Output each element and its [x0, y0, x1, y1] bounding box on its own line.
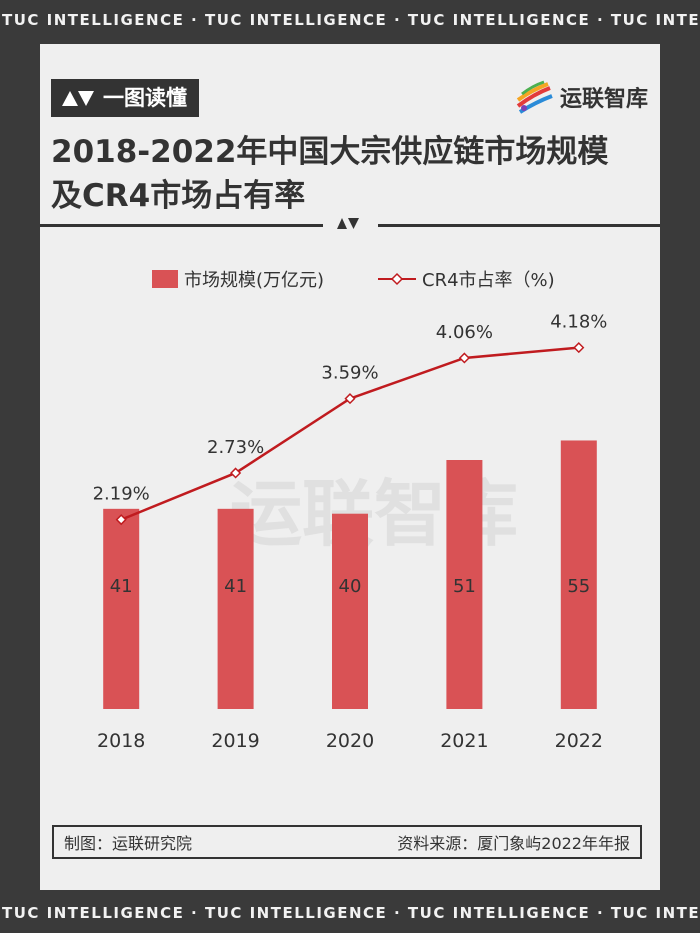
divider-triangles-icon — [337, 218, 359, 229]
legend: 市场规模(万亿元) CR4市占率（%) — [152, 270, 555, 291]
top-banner: TUC INTELLIGENCE · TUC INTELLIGENCE · TU… — [0, 0, 700, 40]
bottom-banner: TUC INTELLIGENCE · TUC INTELLIGENCE · TU… — [0, 893, 700, 933]
tag-label: 一图读懂 — [103, 86, 187, 110]
legend-bar-swatch — [152, 270, 178, 288]
chart-panel: 一图读懂 运联智库 2018-2022年中国大宗供应链市场规模 及CR4市场占有… — [40, 44, 660, 890]
bar-label-2021: 51 — [453, 576, 476, 597]
logo-text: 运联智库 — [559, 87, 648, 112]
legend-line-label: CR4市占率（%) — [422, 270, 555, 291]
page-title: 2018-2022年中国大宗供应链市场规模 及CR4市场占有率 — [51, 130, 651, 218]
cr4-point-2018 — [115, 514, 127, 526]
bar-2022 — [560, 440, 597, 709]
divider-left — [40, 224, 323, 227]
legend-line-marker — [390, 272, 404, 286]
x-axis: 2018 2019 2020 2021 2022 — [97, 730, 603, 752]
cr4-point-2019 — [230, 467, 242, 479]
cr4-label-2021: 4.06% — [436, 322, 493, 343]
cr4-label-2022: 4.18% — [550, 312, 607, 333]
x-tick-2022: 2022 — [555, 730, 603, 752]
logo-icon — [516, 80, 553, 114]
footer: 制图：运联研究院 资料来源：厦门象屿2022年年报 — [52, 825, 642, 859]
banner-text: TUC INTELLIGENCE · TUC INTELLIGENCE · TU… — [2, 11, 700, 29]
x-tick-2018: 2018 — [97, 730, 145, 752]
banner-text-bottom: TUC INTELLIGENCE · TUC INTELLIGENCE · TU… — [2, 904, 700, 922]
title-line-2: 及CR4市场占有率 — [51, 178, 306, 214]
cr4-label-2019: 2.73% — [207, 437, 264, 458]
title-line-1: 2018-2022年中国大宗供应链市场规模 — [51, 134, 609, 170]
x-tick-2021: 2021 — [440, 730, 488, 752]
bar-series: 41 41 40 51 55 — [103, 440, 597, 709]
triangles-icon — [62, 91, 94, 106]
bar-label-2019: 41 — [224, 576, 247, 597]
x-tick-2019: 2019 — [211, 730, 259, 752]
cr4-point-2022 — [573, 342, 585, 354]
divider-right — [378, 224, 660, 227]
bar-2020 — [332, 513, 368, 709]
bar-label-2020: 40 — [339, 576, 362, 597]
cr4-label-2020: 3.59% — [321, 363, 378, 384]
footer-source: 资料来源：厦门象屿2022年年报 — [397, 834, 630, 853]
footer-maker: 制图：运联研究院 — [64, 834, 193, 853]
legend-bar-label: 市场规模(万亿元) — [184, 270, 324, 291]
bar-2021 — [446, 460, 483, 709]
bar-label-2018: 41 — [110, 576, 133, 597]
cr4-point-2021 — [458, 352, 470, 364]
chart-area: 运联智库 市场规模(万亿元) CR4市占率（%) 41 41 40 51 55 2.19%… — [93, 270, 607, 752]
x-tick-2020: 2020 — [326, 730, 374, 752]
header-tag: 一图读懂 — [51, 79, 199, 117]
bar-2019 — [217, 508, 254, 709]
brand-logo: 运联智库 — [514, 80, 648, 114]
line-series: 2.19% 2.73% 3.59% 4.06% 4.18% — [93, 312, 607, 526]
bar-2018 — [103, 508, 140, 709]
cr4-point-2020 — [344, 393, 356, 405]
cr4-label-2018: 2.19% — [93, 484, 150, 505]
bar-label-2022: 55 — [567, 576, 590, 597]
